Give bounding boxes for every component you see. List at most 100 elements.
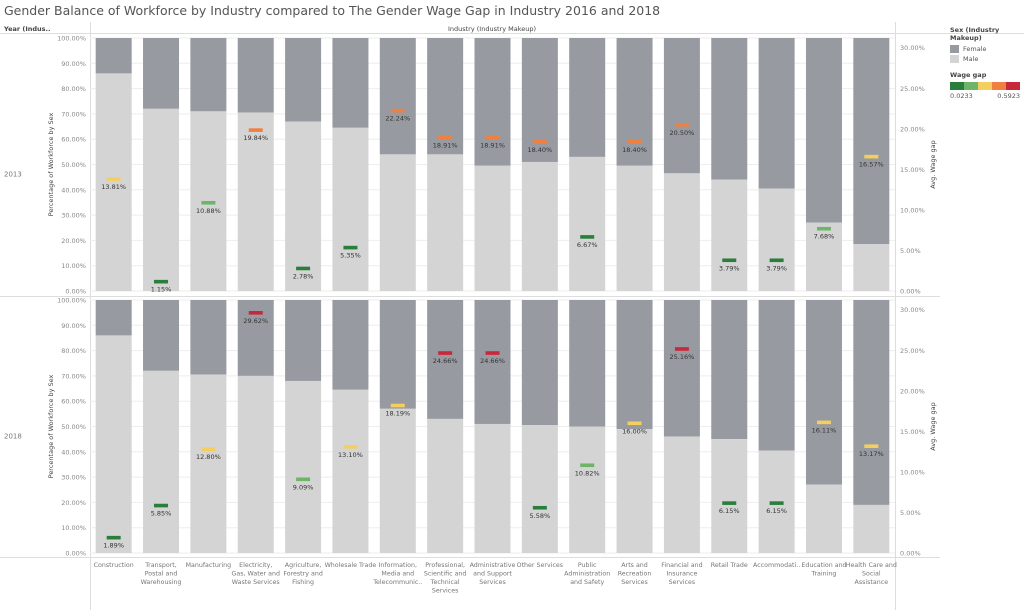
wage-color-scale bbox=[950, 82, 1024, 90]
wage-gap-marker bbox=[343, 444, 358, 449]
bar-male bbox=[663, 436, 700, 553]
bar-female bbox=[853, 38, 890, 245]
bar-male bbox=[569, 426, 606, 553]
y2-tick-label: 10.00% bbox=[900, 206, 925, 214]
bar-female bbox=[758, 300, 795, 451]
wage-gap-label: 16.11% bbox=[812, 426, 837, 434]
wage-gap-label: 5.35% bbox=[340, 252, 361, 260]
wage-gap-label: 18.91% bbox=[433, 142, 458, 150]
bar-female bbox=[521, 300, 558, 426]
y-tick-label: 30.00% bbox=[61, 212, 86, 220]
y-tick-label: 70.00% bbox=[61, 110, 86, 118]
x-tick-label: Information, Media and Telecommunic.. bbox=[372, 562, 422, 586]
y-tick-label: 100.00% bbox=[57, 297, 86, 305]
x-tick-label: Health Care and Social Assistance bbox=[846, 562, 897, 586]
y-tick-label: 80.00% bbox=[61, 85, 86, 93]
bar-male bbox=[711, 439, 748, 553]
column-header: Industry (Industry Makeup) bbox=[448, 25, 536, 33]
x-tick-label: Administrative and Support Services bbox=[470, 562, 516, 586]
y2-tick-label: 10.00% bbox=[900, 468, 925, 476]
bar-male bbox=[616, 429, 653, 553]
y2-tick-label: 20.00% bbox=[900, 125, 925, 133]
male-swatch bbox=[950, 55, 959, 63]
y-tick-label: 50.00% bbox=[61, 423, 86, 431]
bar-female bbox=[616, 300, 653, 430]
wage-gap-marker bbox=[816, 420, 831, 425]
y-tick-label: 10.00% bbox=[61, 262, 86, 270]
bar-male bbox=[237, 375, 274, 553]
bar-male bbox=[853, 244, 890, 291]
x-tick-label: Public Administration and Safety bbox=[564, 562, 610, 586]
wage-gap-marker bbox=[816, 226, 831, 231]
wage-gap-marker bbox=[864, 444, 879, 449]
bar-female bbox=[569, 38, 606, 157]
bar-male bbox=[474, 165, 511, 291]
bar-female bbox=[474, 300, 511, 424]
bar-male bbox=[285, 380, 322, 553]
legend-female[interactable]: Female bbox=[950, 45, 1024, 53]
bar-female bbox=[711, 300, 748, 440]
bar-female bbox=[427, 38, 464, 155]
bar-male bbox=[711, 179, 748, 291]
bar-male bbox=[95, 73, 132, 291]
wage-gap-marker bbox=[532, 505, 547, 510]
wage-gap-label: 16.00% bbox=[622, 427, 647, 435]
x-tick-label: Financial and Insurance Services bbox=[661, 562, 702, 586]
wage-gap-label: 10.82% bbox=[575, 469, 600, 477]
y-tick-label: 100.00% bbox=[57, 35, 86, 43]
wage-gap-marker bbox=[438, 351, 453, 355]
wage-gap-marker bbox=[485, 351, 500, 355]
bar-male bbox=[427, 418, 464, 553]
bar-female bbox=[427, 300, 464, 419]
bar-female bbox=[474, 38, 511, 166]
wage-gap-label: 18.91% bbox=[480, 142, 505, 150]
x-tick-label: Wholesale Trade bbox=[325, 562, 377, 569]
bar-female bbox=[237, 38, 274, 113]
wage-gap-marker bbox=[106, 535, 121, 540]
wage-gap-marker bbox=[722, 501, 737, 505]
wage-min-label: 0.0233 bbox=[950, 92, 973, 100]
wage-gap-marker bbox=[154, 503, 169, 508]
wage-gap-label: 18.40% bbox=[622, 146, 647, 154]
bar-male bbox=[190, 374, 227, 553]
bar-male bbox=[427, 154, 464, 291]
bar-female bbox=[190, 38, 227, 112]
bar-female bbox=[95, 300, 132, 336]
wage-gap-label: 10.88% bbox=[196, 207, 221, 215]
x-tick-label: Retail Trade bbox=[711, 562, 748, 569]
wage-gap-marker bbox=[390, 108, 405, 113]
y-tick-label: 0.00% bbox=[65, 288, 86, 296]
wage-gap-label: 24.66% bbox=[480, 357, 505, 365]
bar-male bbox=[237, 112, 274, 291]
bar-female bbox=[285, 38, 322, 122]
y-tick-label: 50.00% bbox=[61, 161, 86, 169]
wage-gap-marker bbox=[248, 128, 263, 132]
wage-gap-label: 6.15% bbox=[766, 507, 787, 515]
bar-male bbox=[143, 108, 180, 291]
wage-max-label: 0.5923 bbox=[997, 92, 1020, 100]
wage-gap-label: 6.15% bbox=[719, 507, 740, 515]
bar-male bbox=[521, 161, 558, 291]
wage-gap-marker bbox=[201, 447, 216, 452]
wage-gap-marker bbox=[532, 139, 547, 144]
bar-female bbox=[285, 300, 322, 381]
y2-tick-label: 30.00% bbox=[900, 306, 925, 314]
legend-male[interactable]: Male bbox=[950, 55, 1024, 63]
y2-tick-label: 15.00% bbox=[900, 166, 925, 174]
x-tick-label: Transport, Postal and Warehousing bbox=[141, 562, 182, 586]
y-tick-label: 20.00% bbox=[61, 499, 86, 507]
wage-gap-marker bbox=[296, 477, 311, 482]
bar-male bbox=[521, 425, 558, 553]
bar-female bbox=[663, 38, 700, 174]
wage-gap-label: 13.81% bbox=[101, 183, 126, 191]
y-tick-label: 20.00% bbox=[61, 237, 86, 245]
x-tick-label: Manufacturing bbox=[186, 562, 232, 569]
wage-gap-label: 24.66% bbox=[433, 357, 458, 365]
wage-gap-marker bbox=[485, 135, 500, 140]
bar-female bbox=[190, 300, 227, 375]
wage-gap-marker bbox=[248, 311, 263, 315]
wage-gap-marker bbox=[390, 403, 405, 408]
wage-gap-marker bbox=[343, 245, 358, 250]
wage-gap-label: 29.62% bbox=[243, 317, 268, 325]
